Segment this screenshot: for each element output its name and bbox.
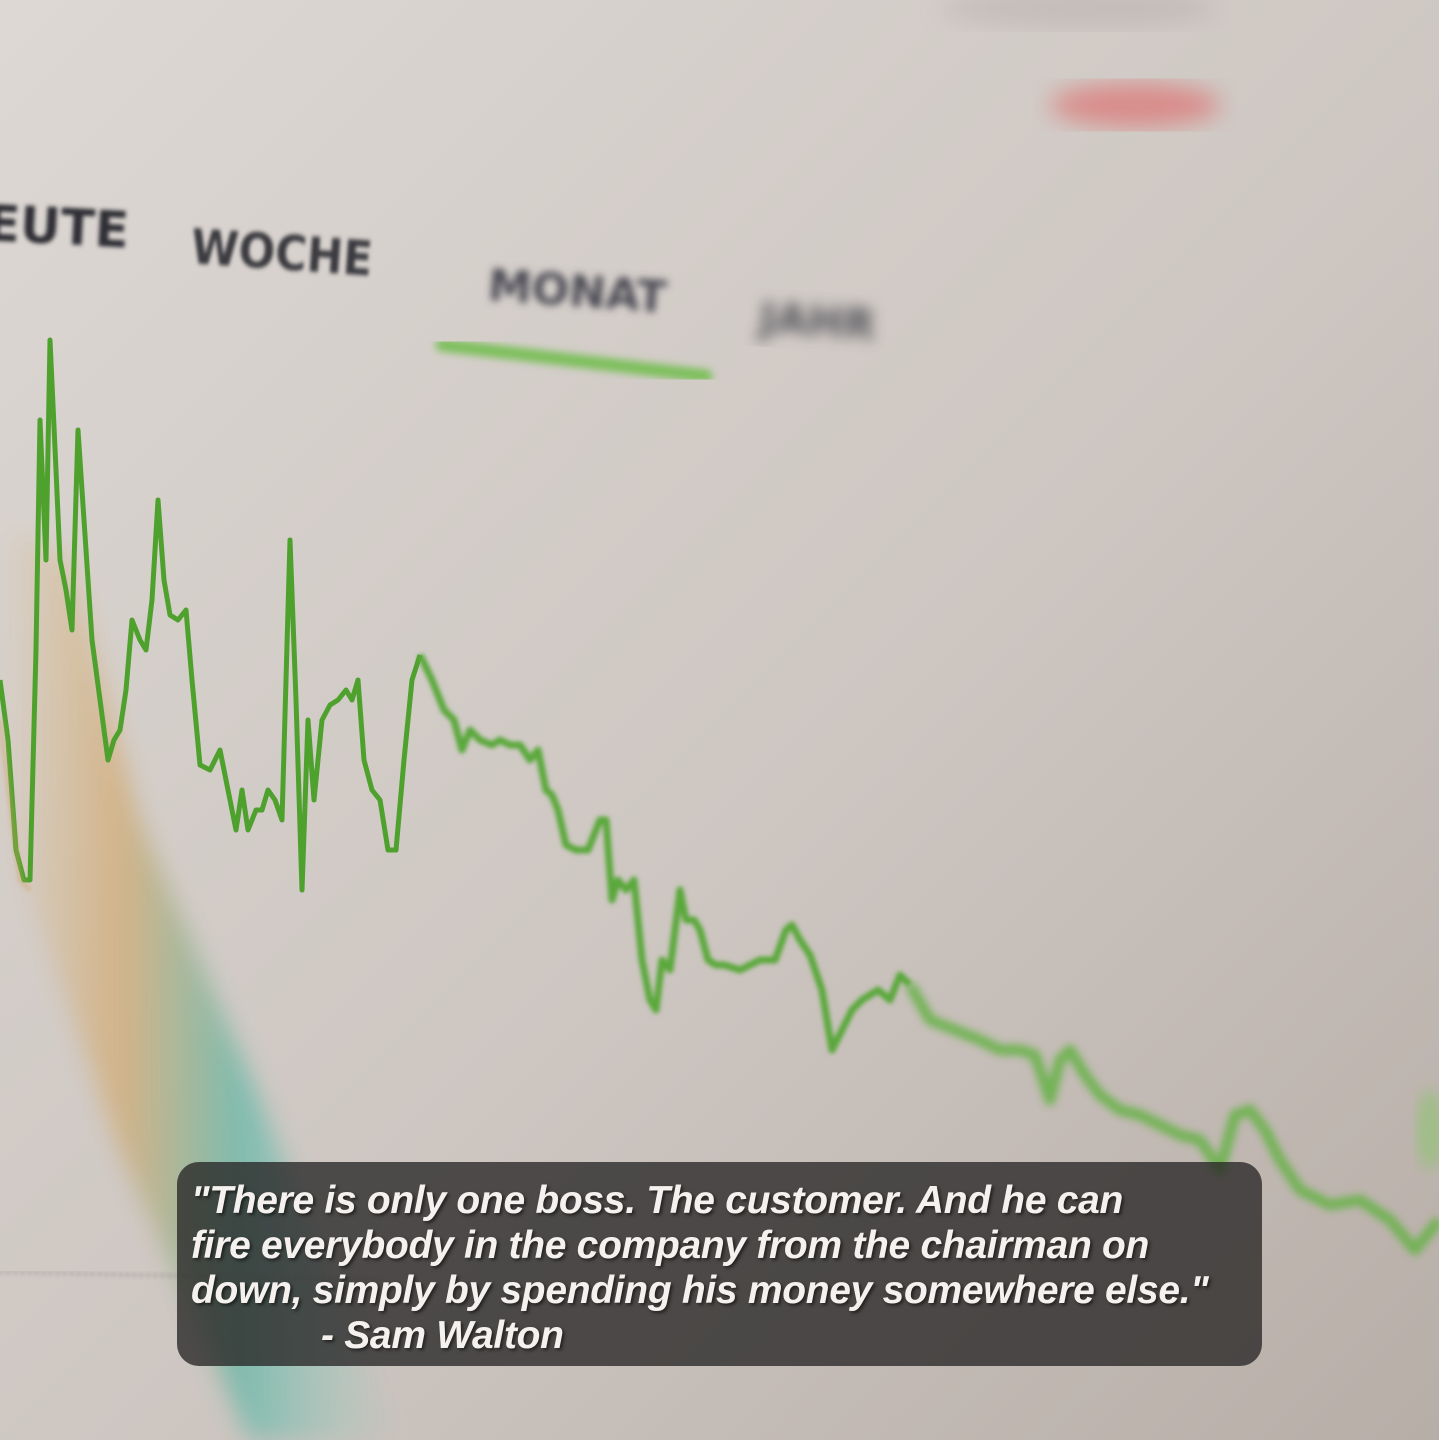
quote-line-3: down, simply by spending his money somew…	[191, 1269, 1209, 1312]
tab-heute-label: EUTE	[0, 194, 130, 259]
quote-author: - Sam Walton	[321, 1314, 564, 1357]
far-right-green-blur	[1416, 1090, 1439, 1170]
tab-woche-label: WOCHE	[189, 219, 374, 287]
tab-monat-label: MONAT	[486, 260, 668, 323]
tab-jahr-label: JAHR	[755, 292, 877, 349]
quote-line-1: "There is only one boss. The customer. A…	[191, 1179, 1124, 1222]
quote-overlay: "There is only one boss. The customer. A…	[177, 1162, 1262, 1366]
top-red-blur-text	[1050, 83, 1220, 127]
price-line-sharp	[0, 337, 423, 893]
top-blur-shape	[940, 0, 1220, 28]
quote-line-2: fire everybody in the company from the c…	[191, 1224, 1150, 1267]
price-line-mid	[416, 653, 913, 1054]
active-tab-underline	[435, 338, 713, 383]
price-line-far	[905, 982, 1439, 1256]
price-line-shadow	[0, 719, 32, 892]
